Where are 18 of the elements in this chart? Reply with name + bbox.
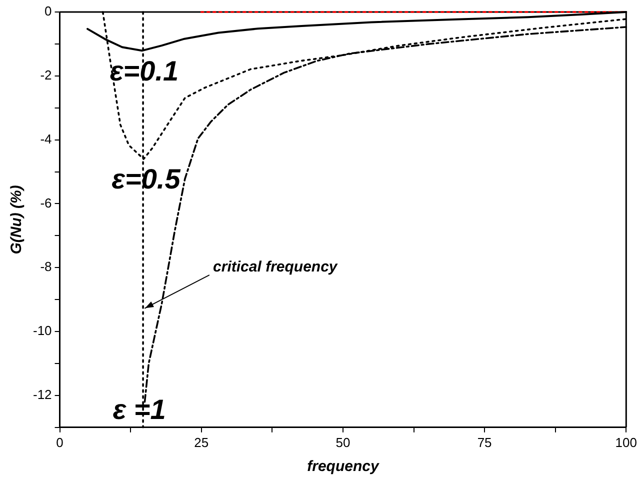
y-tick-label: -10 [32,323,52,338]
y-tick-label: -12 [32,387,52,402]
y-tick-label: -2 [40,67,52,82]
annotation: ε=0.5 [112,164,181,195]
annotation: ε =1 [112,394,166,426]
y-axis-title: G(Nu) (%) [8,185,26,254]
y-tick-label: -6 [40,195,52,210]
y-tick-label: -4 [40,131,52,146]
x-tick-label: 50 [336,434,350,450]
x-tick-label: 25 [194,434,209,450]
y-tick-label: -8 [40,259,52,274]
x-tick-label: 75 [477,434,492,450]
x-axis-title: frequency [307,458,380,476]
annotation: ε=0.1 [110,55,179,86]
y-tick-label: 0 [44,4,52,19]
x-tick-label: 0 [56,434,64,450]
annotation: critical frequency [213,258,338,276]
x-tick-label: 100 [615,434,638,450]
